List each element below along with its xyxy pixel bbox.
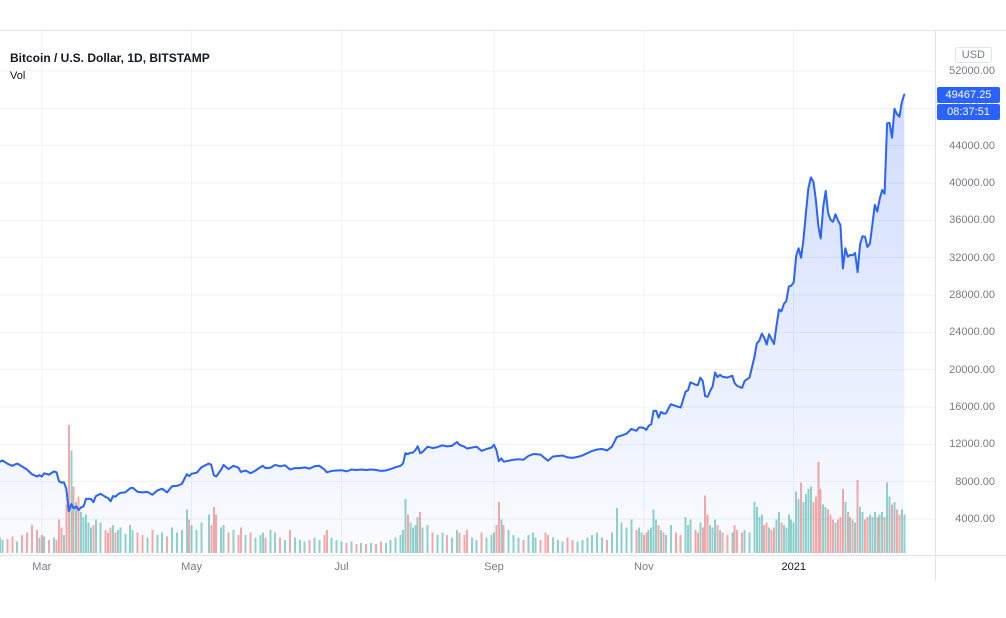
time-tick-label: May: [181, 561, 203, 573]
last-price-badge: 49467.25: [937, 86, 1000, 103]
top-divider: [0, 30, 1006, 31]
price-tick-label: 28000.00: [949, 288, 995, 301]
price-tick-label: 8000.00: [955, 475, 995, 488]
price-tick-label: 24000.00: [949, 326, 995, 339]
chart-legend: Bitcoin / U.S. Dollar, 1D, BITSTAMP Vol: [10, 51, 210, 82]
time-tick-label: Sep: [484, 561, 504, 573]
symbol-title[interactable]: Bitcoin / U.S. Dollar, 1D, BITSTAMP: [10, 51, 210, 65]
time-tick-label: Nov: [634, 561, 654, 573]
price-tick-label: 44000.00: [949, 139, 995, 152]
price-tick-label: 36000.00: [949, 214, 995, 227]
time-axis[interactable]: Mar May Jul Sep Nov 2021: [0, 555, 935, 583]
volume-indicator-label[interactable]: Vol: [10, 70, 26, 82]
time-tick-label: Mar: [32, 561, 52, 573]
price-tick-label: 16000.00: [949, 400, 995, 413]
countdown-badge: 08:37:51: [937, 103, 1000, 120]
price-tick-label: 40000.00: [949, 176, 995, 189]
currency-label: USD: [954, 47, 992, 63]
time-tick-label: Jul: [334, 561, 349, 573]
price-tick-label: 52000.00: [949, 64, 995, 77]
price-tick-label: 32000.00: [949, 251, 995, 264]
price-tick-label: 20000.00: [949, 363, 995, 376]
price-tick-label: 4000.00: [955, 513, 995, 525]
price-tick-label: 12000.00: [949, 438, 995, 451]
time-tick-label: 2021: [781, 561, 806, 573]
